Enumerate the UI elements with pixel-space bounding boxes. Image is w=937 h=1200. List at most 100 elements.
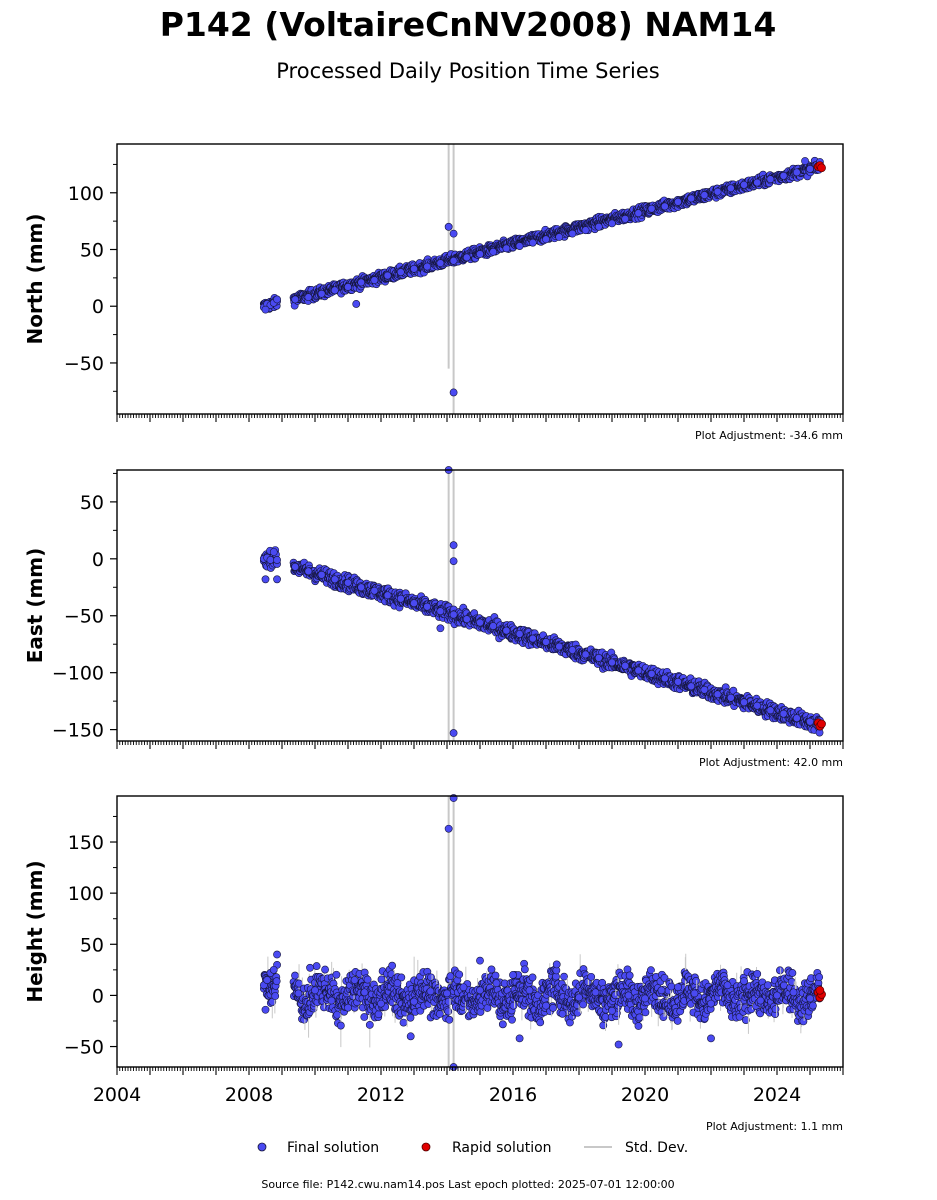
final-solution-point — [515, 242, 524, 251]
figure-title: P142 (VoltaireCnNV2008) NAM14 — [160, 5, 777, 44]
final-solution-point — [608, 219, 616, 228]
final-solution-point — [261, 575, 270, 584]
final-solution-point — [753, 178, 762, 187]
final-solution-point — [370, 586, 379, 595]
final-solution-point — [269, 548, 278, 556]
y-tick-label: 100 — [68, 183, 104, 205]
final-solution-point — [528, 973, 537, 982]
final-solution-point — [498, 1020, 507, 1029]
y-tick-label: 0 — [92, 296, 104, 318]
final-solution-point — [581, 226, 590, 235]
final-solution-point — [476, 1008, 485, 1016]
final-solution-point — [801, 157, 809, 165]
final-solution-point — [352, 300, 361, 308]
final-solution-point — [687, 194, 696, 203]
final-solution-point — [491, 971, 500, 980]
final-solution-point — [445, 1015, 454, 1024]
final-solution-point — [542, 235, 550, 244]
final-solution-point — [365, 1020, 374, 1029]
final-solution-point — [399, 1018, 408, 1027]
final-solution-point — [444, 997, 453, 1006]
final-solution-point — [528, 238, 537, 247]
y-tick-label: −50 — [64, 606, 104, 628]
final-solution-point — [374, 1010, 383, 1019]
final-solution-point — [317, 570, 326, 579]
final-solution-point — [444, 1007, 453, 1016]
final-solution-point — [502, 626, 511, 635]
final-solution-point — [700, 191, 709, 199]
final-solution-point — [272, 977, 281, 986]
final-solution-point — [291, 971, 299, 980]
final-solution-point — [766, 706, 775, 715]
final-solution-point — [687, 682, 696, 691]
final-solution-point — [449, 229, 458, 238]
final-solution-point — [332, 970, 341, 979]
final-solution-point — [330, 286, 339, 295]
final-solution-point — [634, 209, 643, 218]
final-solution-point — [594, 222, 603, 231]
final-solution-point — [273, 575, 281, 584]
final-solution-point — [291, 562, 300, 571]
final-solution-point — [449, 729, 458, 737]
y-axis-label: North (mm) — [23, 213, 47, 344]
final-solution-point — [753, 701, 762, 710]
final-solution-point — [344, 283, 352, 291]
final-solution-point — [336, 1021, 345, 1030]
final-solution-point — [660, 202, 669, 211]
final-solution-point — [444, 222, 453, 231]
final-solution-point — [410, 599, 418, 608]
final-solution-point — [806, 165, 814, 173]
final-solution-point — [674, 677, 682, 686]
final-solution-point — [360, 1013, 369, 1021]
final-solution-point — [273, 295, 281, 304]
plot-adjustment-note: Plot Adjustment: 42.0 mm — [699, 756, 843, 769]
final-solution-point — [396, 594, 405, 603]
final-solution-point — [317, 289, 326, 298]
final-solution-point — [357, 278, 366, 287]
final-solution-point — [625, 971, 634, 980]
final-solution-point — [779, 709, 788, 718]
final-solution-point — [660, 674, 669, 683]
final-solution-point — [779, 171, 788, 180]
final-solution-point — [568, 646, 577, 654]
final-solution-point — [383, 271, 392, 280]
daily-position-cloud — [259, 953, 824, 1048]
final-solution-point — [528, 634, 537, 643]
final-solution-point — [549, 1004, 557, 1012]
final-solution-point — [515, 630, 524, 638]
final-solution-point — [568, 229, 577, 238]
final-solution-point — [766, 175, 775, 184]
final-solution-point — [713, 187, 722, 196]
final-solution-point — [581, 650, 590, 659]
final-solution-point — [370, 276, 379, 285]
y-tick-label: 50 — [80, 240, 104, 262]
final-solution-point — [436, 607, 445, 616]
final-solution-point — [641, 1008, 650, 1017]
final-solution-point — [462, 615, 471, 624]
final-solution-point — [634, 1022, 643, 1030]
final-solution-point — [508, 1015, 516, 1024]
final-solution-point — [792, 168, 801, 177]
final-solution-point — [587, 972, 596, 981]
final-solution-point — [489, 247, 498, 256]
final-solution-point — [266, 556, 275, 564]
figure-subtitle: Processed Daily Position Time Series — [276, 59, 660, 83]
final-solution-point — [489, 622, 498, 630]
final-solution-point — [621, 661, 630, 670]
final-solution-point — [423, 262, 432, 271]
final-solution-point — [321, 965, 329, 974]
final-solution-point — [647, 204, 656, 213]
final-solution-point — [594, 653, 603, 662]
final-solution-point — [634, 666, 643, 675]
daily-position-cloud — [259, 156, 824, 313]
final-solution-point — [579, 1000, 588, 1009]
rapid-solution-point — [817, 719, 826, 729]
final-solution-point — [674, 197, 682, 206]
final-solution-point — [608, 658, 616, 667]
final-solution-point — [792, 714, 801, 723]
final-solution-point — [261, 305, 270, 314]
final-solution-point — [291, 295, 300, 304]
final-solution-point — [304, 567, 313, 576]
